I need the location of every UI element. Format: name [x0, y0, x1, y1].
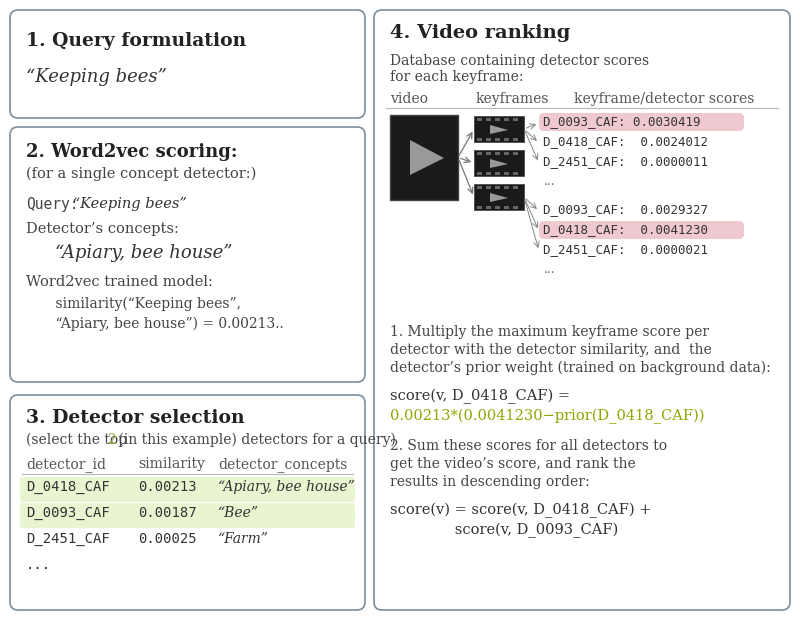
FancyBboxPatch shape — [539, 113, 744, 131]
Text: score(v, D_0093_CAF): score(v, D_0093_CAF) — [390, 523, 618, 538]
Bar — [474, 184, 524, 210]
Text: Word2vec trained model:: Word2vec trained model: — [26, 275, 213, 289]
Text: D_2451_CAF: D_2451_CAF — [26, 532, 110, 546]
Bar — [486, 206, 491, 209]
Text: “Apiary, bee house”: “Apiary, bee house” — [218, 480, 354, 494]
Text: D_0418_CAF:  0.0041230: D_0418_CAF: 0.0041230 — [543, 223, 708, 236]
Bar — [477, 117, 482, 120]
Text: detector_id: detector_id — [26, 457, 106, 472]
FancyBboxPatch shape — [374, 10, 790, 610]
Bar — [495, 206, 500, 209]
FancyBboxPatch shape — [20, 503, 355, 528]
Text: D_2451_CAF:  0.0000021: D_2451_CAF: 0.0000021 — [543, 243, 708, 256]
Text: score(v, D_0418_CAF) =: score(v, D_0418_CAF) = — [390, 389, 570, 404]
Bar — [477, 137, 482, 140]
FancyBboxPatch shape — [20, 477, 355, 502]
Bar — [513, 137, 518, 140]
Bar — [513, 206, 518, 209]
Polygon shape — [490, 193, 508, 202]
Text: 2. Sum these scores for all detectors to: 2. Sum these scores for all detectors to — [390, 439, 667, 453]
Polygon shape — [490, 125, 508, 134]
Bar — [390, 115, 458, 200]
Polygon shape — [410, 140, 444, 175]
Bar — [504, 152, 509, 155]
Text: results in descending order:: results in descending order: — [390, 475, 590, 489]
Bar — [495, 171, 500, 175]
Bar — [477, 152, 482, 155]
Polygon shape — [490, 159, 508, 168]
Text: 3. Detector selection: 3. Detector selection — [26, 409, 245, 427]
Text: D_0093_CAF:  0.0029327: D_0093_CAF: 0.0029327 — [543, 203, 708, 216]
Text: D_0093_CAF: 0.0030419: D_0093_CAF: 0.0030419 — [543, 115, 701, 128]
Bar — [513, 171, 518, 175]
Bar — [477, 186, 482, 189]
Text: D_0093_CAF: D_0093_CAF — [26, 506, 110, 520]
Bar — [486, 137, 491, 140]
Text: “Keeping bees”: “Keeping bees” — [68, 197, 187, 211]
Text: Query:: Query: — [26, 197, 78, 212]
Bar — [504, 137, 509, 140]
Bar — [495, 152, 500, 155]
Text: ...: ... — [544, 263, 556, 276]
Text: Database containing detector scores: Database containing detector scores — [390, 54, 649, 68]
Text: D_0418_CAF:  0.0024012: D_0418_CAF: 0.0024012 — [543, 135, 708, 148]
Bar — [495, 117, 500, 120]
Text: 2: 2 — [107, 433, 115, 447]
Bar — [513, 152, 518, 155]
Text: 0.00213*(0.0041230−prior(D_0418_CAF)): 0.00213*(0.0041230−prior(D_0418_CAF)) — [390, 409, 705, 424]
Text: 2. Word2vec scoring:: 2. Word2vec scoring: — [26, 143, 238, 161]
Text: 1. Multiply the maximum keyframe score per: 1. Multiply the maximum keyframe score p… — [390, 325, 709, 339]
Text: (in this example) detectors for a query): (in this example) detectors for a query) — [114, 433, 396, 447]
FancyBboxPatch shape — [10, 10, 365, 118]
FancyBboxPatch shape — [539, 221, 744, 239]
Text: D_2451_CAF:  0.0000011: D_2451_CAF: 0.0000011 — [543, 155, 708, 168]
Text: 0.00213: 0.00213 — [138, 480, 197, 494]
Text: (select the top: (select the top — [26, 433, 131, 447]
Text: 0.00025: 0.00025 — [138, 532, 197, 546]
Text: “Apiary, bee house”) = 0.00213..: “Apiary, bee house”) = 0.00213.. — [38, 317, 284, 332]
Bar — [495, 186, 500, 189]
Bar — [495, 137, 500, 140]
Text: D_0418_CAF: D_0418_CAF — [26, 480, 110, 494]
Text: ...: ... — [544, 175, 556, 188]
Bar — [513, 117, 518, 120]
Text: “Bee”: “Bee” — [218, 506, 259, 520]
Text: “Apiary, bee house”: “Apiary, bee house” — [55, 244, 233, 262]
Bar — [474, 116, 524, 142]
FancyBboxPatch shape — [10, 395, 365, 610]
Bar — [504, 186, 509, 189]
Bar — [477, 206, 482, 209]
Text: 1. Query formulation: 1. Query formulation — [26, 32, 246, 50]
Bar — [513, 186, 518, 189]
Text: 4. Video ranking: 4. Video ranking — [390, 24, 570, 42]
Text: keyframe/detector scores: keyframe/detector scores — [574, 92, 754, 106]
Bar — [486, 117, 491, 120]
Text: ...: ... — [26, 558, 51, 572]
Text: get the video’s score, and rank the: get the video’s score, and rank the — [390, 457, 636, 471]
Text: similarity(“Keeping bees”,: similarity(“Keeping bees”, — [38, 297, 241, 311]
Text: 0.00187: 0.00187 — [138, 506, 197, 520]
FancyBboxPatch shape — [10, 127, 365, 382]
Bar — [474, 150, 524, 176]
Bar — [486, 186, 491, 189]
Text: detector’s prior weight (trained on background data):: detector’s prior weight (trained on back… — [390, 361, 770, 375]
Text: for each keyframe:: for each keyframe: — [390, 70, 523, 84]
Text: “Farm”: “Farm” — [218, 532, 269, 546]
Text: score(v) = score(v, D_0418_CAF) +: score(v) = score(v, D_0418_CAF) + — [390, 503, 651, 519]
Text: detector with the detector similarity, and  the: detector with the detector similarity, a… — [390, 343, 712, 357]
Text: detector_concepts: detector_concepts — [218, 457, 347, 472]
Bar — [504, 171, 509, 175]
Bar — [486, 171, 491, 175]
Text: “Keeping bees”: “Keeping bees” — [26, 68, 167, 86]
Text: similarity: similarity — [138, 457, 205, 471]
Bar — [504, 117, 509, 120]
Text: (for a single concept detector:): (for a single concept detector:) — [26, 167, 256, 181]
Bar — [477, 171, 482, 175]
Bar — [486, 152, 491, 155]
Text: keyframes: keyframes — [476, 92, 550, 106]
Text: video: video — [390, 92, 428, 106]
Text: Detector’s concepts:: Detector’s concepts: — [26, 222, 179, 236]
Bar — [504, 206, 509, 209]
